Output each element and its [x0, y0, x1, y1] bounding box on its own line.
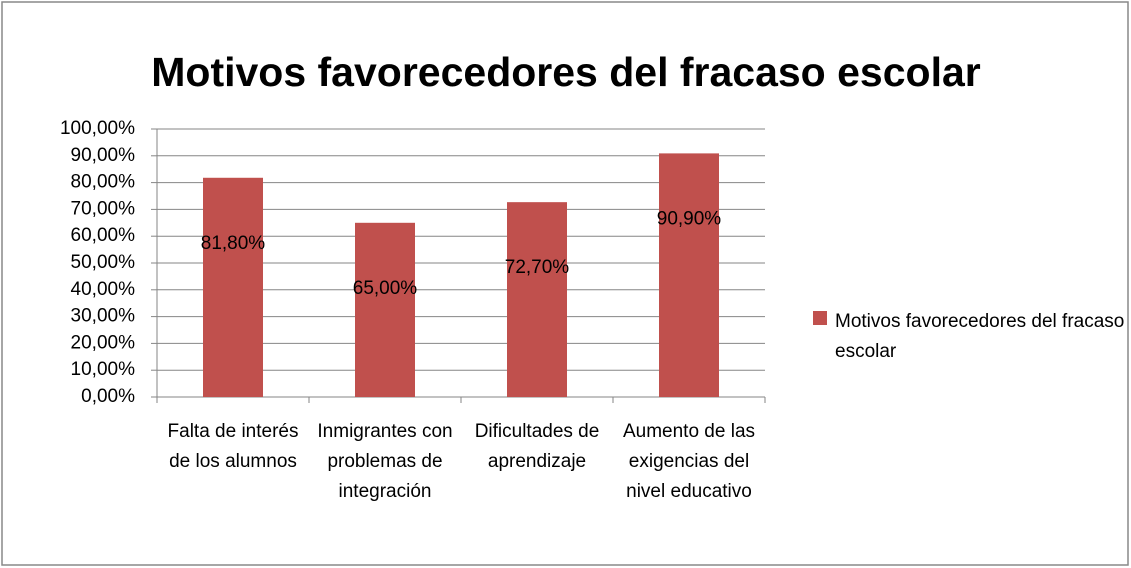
y-tick-label: 40,00%	[71, 279, 136, 300]
bar	[507, 202, 567, 397]
bar	[355, 222, 415, 397]
x-tick-label: Falta de interés de los alumnos	[167, 421, 299, 472]
chart-title: Motivos favorecedores del fracaso escola…	[151, 49, 981, 95]
legend-swatch	[813, 311, 827, 325]
y-tick-label: 10,00%	[71, 359, 136, 380]
y-tick-label: 20,00%	[71, 332, 136, 353]
bar	[659, 153, 719, 397]
y-tick-label: 100,00%	[60, 118, 135, 139]
y-tick-label: 80,00%	[71, 172, 136, 193]
y-tick-label: 60,00%	[71, 225, 136, 246]
data-label: 72,70%	[505, 257, 570, 278]
x-tick-label: Inmigrantes con problemas de integración	[317, 421, 453, 502]
bar	[203, 177, 263, 397]
y-tick-label: 70,00%	[71, 198, 136, 219]
y-tick-label: 30,00%	[71, 306, 136, 327]
legend-label: Motivos favorecedores del fracaso escola…	[835, 311, 1125, 362]
data-label: 65,00%	[353, 278, 418, 299]
y-tick-label: 0,00%	[81, 386, 135, 407]
x-tick-label: Aumento de las exigencias del nivel educ…	[622, 421, 756, 502]
x-tick-label: Dificultades de aprendizaje	[474, 421, 600, 472]
data-label: 81,80%	[201, 233, 266, 254]
y-tick-label: 90,00%	[71, 145, 136, 166]
data-label: 90,90%	[657, 208, 722, 229]
y-tick-label: 50,00%	[71, 252, 136, 273]
